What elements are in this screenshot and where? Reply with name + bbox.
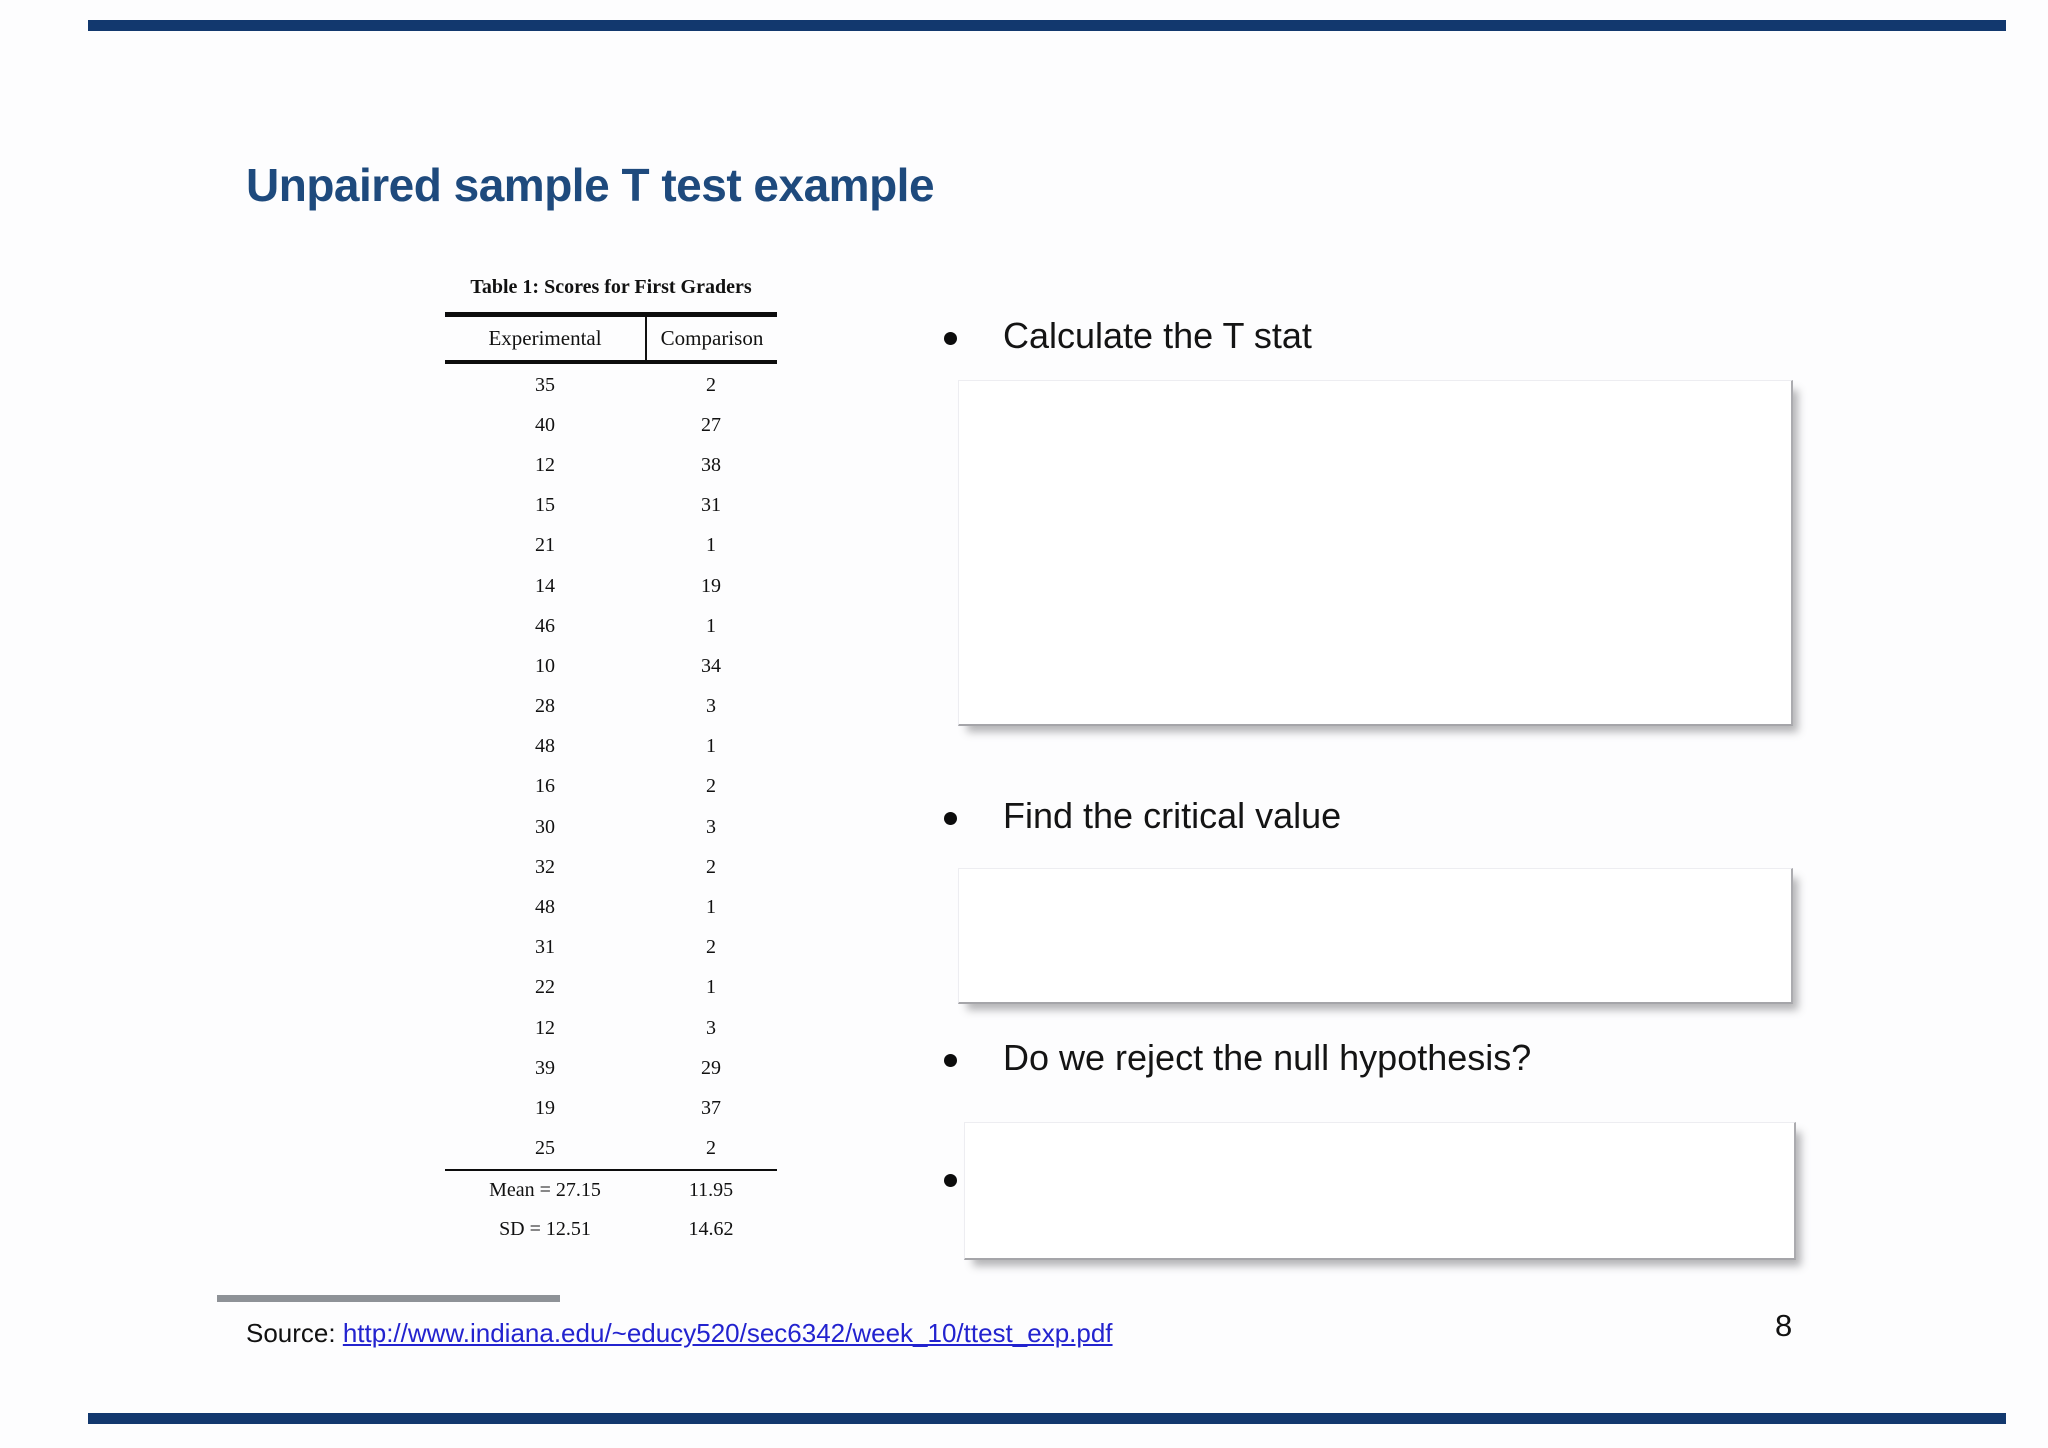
bullet-icon: [944, 332, 957, 345]
table-row: 16 2: [445, 767, 777, 807]
table-caption: Table 1: Scores for First Graders: [470, 276, 752, 298]
table-header-rule: [445, 360, 777, 364]
cell-experimental: 21: [535, 534, 555, 557]
table-row: 46 1: [445, 606, 777, 646]
table-row: 30 3: [445, 807, 777, 847]
table-row: 10 34: [445, 646, 777, 686]
page-number: 8: [1775, 1308, 1793, 1343]
table-row: 48 1: [445, 727, 777, 767]
table-row: 21 1: [445, 526, 777, 566]
cell-comparison: 2: [706, 373, 716, 396]
cell-comparison: 31: [701, 494, 721, 517]
bottom-border-bar: [88, 1413, 2006, 1424]
cell-experimental: 14: [535, 574, 555, 597]
source-line: Source: http://www.indiana.edu/~educy520…: [246, 1318, 1113, 1349]
table-row: 12 3: [445, 1008, 777, 1048]
cell-comparison: 1: [706, 614, 716, 637]
cell-experimental: 22: [535, 976, 555, 999]
cell-experimental: 12: [535, 1016, 555, 1039]
cell-comparison: 3: [706, 695, 716, 718]
cell-comparison: 1: [706, 534, 716, 557]
table-row-sd: SD = 12.51 14.62: [445, 1210, 777, 1249]
table-row: 19 37: [445, 1088, 777, 1128]
cell-experimental: 48: [535, 735, 555, 758]
table-header-row: Experimental Comparison: [445, 317, 777, 360]
table-row: 32 2: [445, 847, 777, 887]
cell-experimental: 40: [535, 413, 555, 436]
cell-comparison: 3: [706, 1016, 716, 1039]
table-row: 25 2: [445, 1129, 777, 1169]
cell-experimental: 19: [535, 1096, 555, 1119]
table-row: 15 31: [445, 486, 777, 526]
cell-comparison: 34: [701, 654, 721, 677]
cell-experimental: 28: [535, 695, 555, 718]
slide-title: Unpaired sample T test example: [246, 159, 935, 211]
mean-experimental: Mean = 27.15: [489, 1179, 601, 1201]
cell-comparison: 38: [701, 453, 721, 476]
table-row: 48 1: [445, 887, 777, 927]
cell-comparison: 2: [706, 775, 716, 798]
source-link[interactable]: http://www.indiana.edu/~educy520/sec6342…: [342, 1318, 1113, 1348]
table-row: 14 19: [445, 566, 777, 606]
cell-comparison: 19: [701, 574, 721, 597]
cell-experimental: 12: [535, 453, 555, 476]
bullet-label: Calculate the T stat: [1003, 315, 1312, 356]
cell-comparison: 1: [706, 735, 716, 758]
table-top-rule: [445, 312, 777, 317]
table-summary-rule: [445, 1169, 777, 1171]
answer-box-conclusion: [964, 1122, 1796, 1260]
bullet-label: Do we reject the null hypothesis?: [1003, 1037, 1532, 1078]
column-header-comparison: Comparison: [660, 326, 764, 350]
bullet-icon: [944, 812, 957, 825]
column-header-experimental: Experimental: [445, 317, 647, 360]
table-row: 28 3: [445, 687, 777, 727]
answer-box-t-stat: [958, 380, 1793, 726]
table-row: 22 1: [445, 968, 777, 1008]
cell-comparison: 3: [706, 815, 716, 838]
cell-comparison: 2: [706, 855, 716, 878]
source-label: Source:: [246, 1318, 343, 1348]
cell-experimental: 15: [535, 494, 555, 517]
cell-comparison: 37: [701, 1096, 721, 1119]
footer-divider-bar: [217, 1295, 560, 1302]
cell-comparison: 1: [706, 976, 716, 999]
table-row: 40 27: [445, 405, 777, 445]
table-row: 39 29: [445, 1048, 777, 1088]
sd-experimental: SD = 12.51: [499, 1218, 591, 1240]
table-row-mean: Mean = 27.15 11.95: [445, 1171, 777, 1210]
cell-experimental: 32: [535, 855, 555, 878]
answer-box-critical-value: [958, 868, 1793, 1004]
cell-experimental: 48: [535, 896, 555, 919]
table-body: 35 2 40 27 12 38 15 31 21 1 14 19 46 1 1…: [445, 365, 777, 1169]
cell-comparison: 2: [706, 1137, 716, 1160]
cell-experimental: 30: [535, 815, 555, 838]
cell-comparison: 27: [701, 413, 721, 436]
top-border-bar: [88, 20, 2006, 31]
bullet-icon: [944, 1054, 957, 1067]
cell-comparison: 29: [701, 1056, 721, 1079]
sd-comparison: 14.62: [688, 1218, 734, 1240]
bullet-icon: [944, 1174, 957, 1187]
cell-experimental: 31: [535, 936, 555, 959]
cell-experimental: 16: [535, 775, 555, 798]
table-row: 12 38: [445, 445, 777, 485]
cell-experimental: 39: [535, 1056, 555, 1079]
table-row: 31 2: [445, 928, 777, 968]
cell-experimental: 10: [535, 654, 555, 677]
bullet-label: Find the critical value: [1003, 795, 1342, 836]
table-row: 35 2: [445, 365, 777, 405]
cell-experimental: 35: [535, 373, 555, 396]
cell-experimental: 25: [535, 1137, 555, 1160]
mean-comparison: 11.95: [688, 1179, 734, 1201]
cell-comparison: 2: [706, 936, 716, 959]
cell-comparison: 1: [706, 896, 716, 919]
cell-experimental: 46: [535, 614, 555, 637]
